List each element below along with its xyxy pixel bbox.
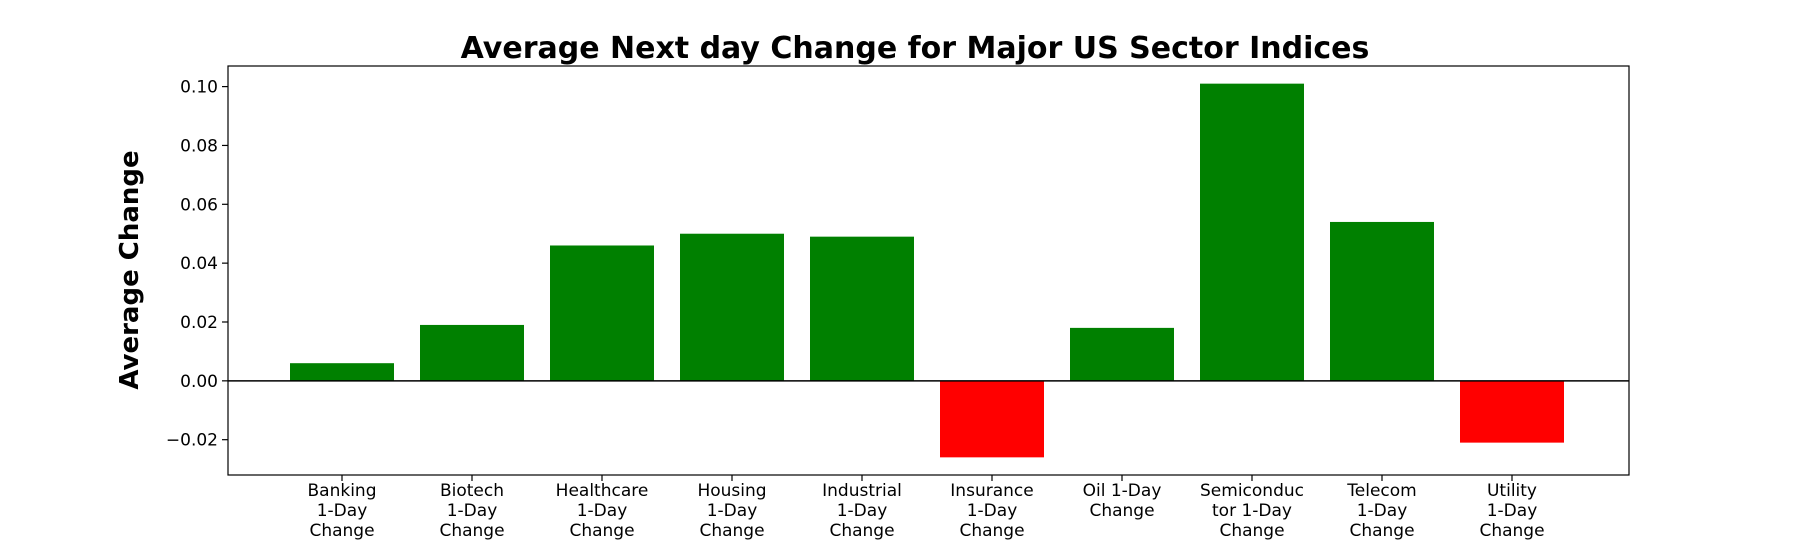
- x-tick-label: Insurance 1-Day Change: [950, 481, 1033, 540]
- plot-frame: [227, 65, 1630, 476]
- bar-0: [290, 363, 394, 381]
- y-axis: −0.02 0.00 0.02 0.04 0.06 0.08 0.10: [166, 78, 228, 451]
- y-tick-label: −0.02: [166, 431, 218, 451]
- y-tick-label: 0.06: [180, 195, 218, 215]
- x-tick-label: Utility 1-Day Change: [1479, 481, 1544, 540]
- x-tick-label: Industrial 1-Day Change: [822, 481, 902, 540]
- y-axis-label: Average Change: [115, 150, 145, 389]
- bars-layer: [290, 83, 1564, 458]
- bar-1: [420, 324, 524, 381]
- x-tick-label: Housing 1-Day Change: [697, 481, 766, 540]
- x-axis: Banking 1-Day Change Biotech 1-Day Change Heal…: [308, 475, 1545, 540]
- y-tick-label: 0.08: [180, 136, 218, 156]
- y-tick-label: 0.00: [180, 372, 218, 392]
- x-tick-label: Healthcare 1-Day Change: [556, 481, 649, 540]
- bar-5: [940, 380, 1044, 458]
- x-tick-label: Telecom 1-Day Change: [1346, 481, 1416, 540]
- bar-6: [1070, 327, 1174, 381]
- y-tick-label: 0.10: [180, 78, 218, 98]
- x-tick-label: Banking 1-Day Change: [308, 481, 377, 540]
- x-tick-label: Oil 1-Day Change: [1083, 481, 1162, 521]
- y-tick-label: 0.02: [180, 313, 218, 333]
- bar-9: [1460, 380, 1564, 443]
- bar-2: [550, 245, 654, 381]
- bar-3: [680, 233, 784, 381]
- x-tick-label: Biotech 1-Day Change: [439, 481, 504, 540]
- bar-8: [1330, 221, 1434, 381]
- x-tick-label: Semiconduc tor 1-Day Change: [1200, 481, 1304, 540]
- chart-title: Average Next day Change for Major US Sec…: [461, 31, 1370, 66]
- bar-4: [810, 236, 914, 381]
- bar-7: [1200, 83, 1304, 381]
- y-tick-label: 0.04: [180, 254, 218, 274]
